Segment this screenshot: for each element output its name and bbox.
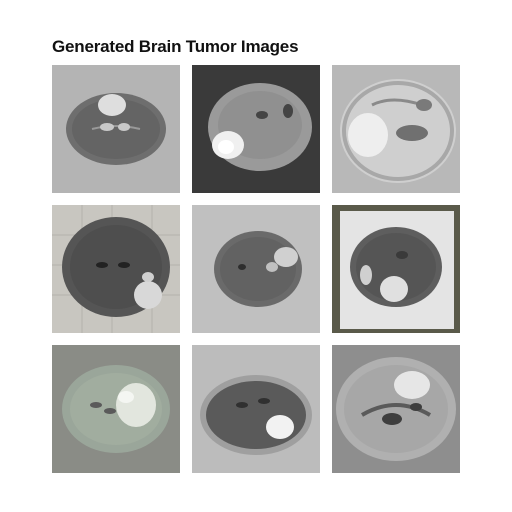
brain-scan-5-svg	[192, 205, 320, 333]
brain-scan-image-6	[332, 205, 460, 333]
brain-scan-9-svg	[332, 345, 460, 473]
brain-scan-image-5	[192, 205, 320, 333]
brain-scan-3-svg	[332, 65, 460, 193]
page-title: Generated Brain Tumor Images	[52, 37, 299, 56]
brain-scan-image-8	[192, 345, 320, 473]
brain-scan-4-svg	[52, 205, 180, 333]
brain-scan-image-3	[332, 65, 460, 193]
brain-scan-6-svg	[332, 205, 460, 333]
brain-scan-image-7	[52, 345, 180, 473]
brain-scan-1-svg	[52, 65, 180, 193]
brain-scan-image-2	[192, 65, 320, 193]
brain-scan-image-4	[52, 205, 180, 333]
brain-scan-2-svg	[192, 65, 320, 193]
brain-scan-image-1	[52, 65, 180, 193]
brain-scan-8-svg	[192, 345, 320, 473]
image-grid	[52, 65, 460, 473]
brain-scan-image-9	[332, 345, 460, 473]
brain-scan-7-svg	[52, 345, 180, 473]
